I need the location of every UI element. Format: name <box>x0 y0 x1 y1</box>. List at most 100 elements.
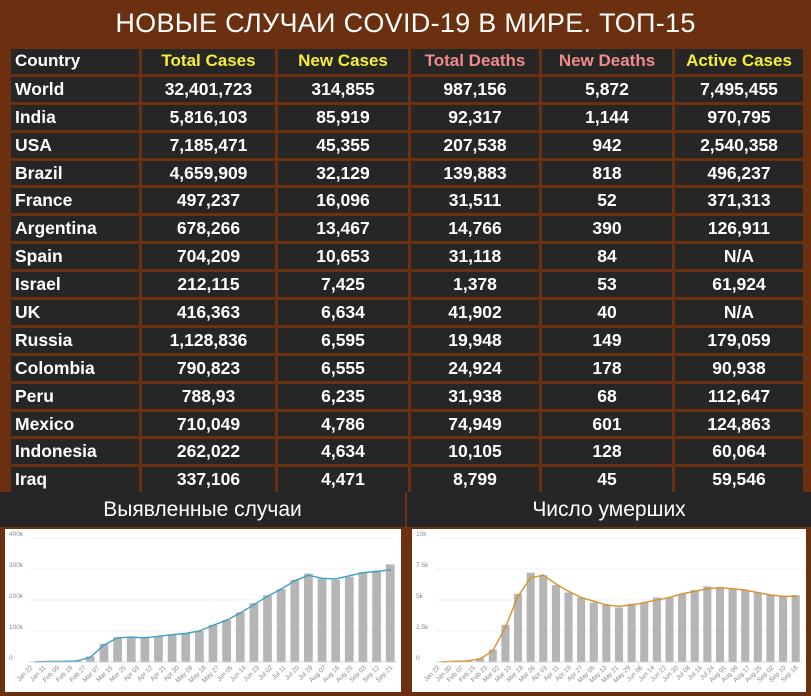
cell-active-cases: 61,924 <box>675 272 803 298</box>
cell-total-deaths: 139,883 <box>411 160 539 186</box>
cases-trend-point <box>266 595 269 598</box>
table-row: Mexico 710,049 4,786 74,949 601 124,863 <box>11 411 803 437</box>
deaths-y-tick-label: 0 <box>416 655 420 662</box>
cell-total-cases: 416,363 <box>142 300 275 325</box>
cell-active-cases: 2,540,358 <box>675 132 803 158</box>
cases-bar <box>140 637 150 662</box>
cell-total-deaths: 1,378 <box>411 272 539 298</box>
cell-total-cases: 32,401,723 <box>142 76 275 102</box>
cases-bar <box>208 624 218 662</box>
cases-bar <box>222 620 231 662</box>
deaths-trend-point <box>542 574 545 577</box>
cell-total-deaths: 31,938 <box>411 383 539 409</box>
deaths-trend-point <box>756 591 759 594</box>
cell-total-deaths: 8,799 <box>411 467 539 493</box>
cell-total-deaths: 24,924 <box>411 355 539 381</box>
deaths-trend-point <box>517 595 519 598</box>
cell-active-cases: 970,795 <box>675 104 803 130</box>
cases-bar <box>181 633 191 662</box>
cell-new-deaths: 53 <box>542 272 672 298</box>
deaths-bar <box>703 586 712 662</box>
deaths-trend-point <box>719 586 721 589</box>
deaths-trend-point <box>794 595 797 598</box>
cell-total-cases: 212,115 <box>142 272 275 298</box>
deaths-trend-point <box>706 587 709 590</box>
cell-new-deaths: 1,144 <box>542 104 672 130</box>
cases-bar <box>317 578 327 662</box>
cases-trend-point <box>212 624 214 627</box>
deaths-trend-point <box>668 596 671 599</box>
deaths-bar <box>564 592 573 662</box>
cell-active-cases: 112,647 <box>675 383 803 409</box>
table-row: France 497,237 16,096 31,511 52 371,313 <box>11 188 803 214</box>
deaths-bar <box>779 596 788 662</box>
cases-trend-point <box>130 636 133 639</box>
cases-trend-point <box>89 656 92 659</box>
cases-bar <box>290 579 300 662</box>
table-row: Israel 212,115 7,425 1,378 53 61,924 <box>11 272 803 298</box>
cases-chart-panel: 0 100k 200k 300k 400k Jan 22 Jan 31 Feb 09 Feb 1… <box>5 529 401 692</box>
table-row: UK 416,363 6,634 41,902 40 N/A <box>11 300 803 325</box>
cell-country: UK <box>11 300 139 325</box>
deaths-chart-title: Число умерших <box>407 492 811 527</box>
deaths-trend-point <box>491 649 494 652</box>
header-total-deaths: Total Deaths <box>411 49 539 74</box>
cell-country: India <box>11 104 139 130</box>
deaths-bar <box>728 588 737 662</box>
cell-total-cases: 7,185,471 <box>142 132 275 158</box>
cell-new-deaths: 942 <box>542 132 672 158</box>
cell-total-deaths: 31,511 <box>411 188 539 214</box>
deaths-bar <box>690 590 699 662</box>
deaths-trend-point <box>605 604 608 606</box>
cases-bar <box>331 579 341 662</box>
cases-bar <box>85 656 95 662</box>
cases-trend-point <box>389 569 392 571</box>
cases-bar <box>249 603 259 662</box>
table-row: Iraq 337,106 4,471 8,799 45 59,546 <box>11 467 803 493</box>
deaths-trend-point <box>643 601 646 604</box>
table-row: USA 7,185,471 45,355 207,538 942 2,540,358 <box>11 132 803 158</box>
cell-new-cases: 45,355 <box>278 132 408 158</box>
cases-bar <box>304 573 313 662</box>
cases-bar <box>235 612 245 662</box>
cell-total-cases: 262,022 <box>142 439 275 465</box>
cell-total-deaths: 31,118 <box>411 244 539 270</box>
cases-trend-point <box>252 603 255 606</box>
deaths-bar <box>753 592 762 662</box>
deaths-bar <box>678 593 687 662</box>
cell-new-cases: 10,653 <box>278 244 408 270</box>
cases-bar <box>195 631 204 662</box>
cell-country: Brazil <box>11 160 139 186</box>
cell-new-cases: 4,634 <box>278 439 408 465</box>
deaths-bar <box>741 590 750 662</box>
cell-country: Mexico <box>11 411 139 437</box>
cell-new-deaths: 5,872 <box>542 76 672 102</box>
covid-top15-table: Country Total Cases New Cases Total Deat… <box>8 46 806 495</box>
header-total-cases: Total Cases <box>142 49 275 74</box>
cases-bar <box>263 595 272 662</box>
cases-bar <box>167 634 177 662</box>
cell-total-cases: 337,106 <box>142 467 275 493</box>
deaths-trend-point <box>580 596 583 599</box>
deaths-chart-panel: 0 2.5k 5k 7.5k 10k Jan 22 Jan 30 Feb 07 Feb 15 Fe… <box>412 529 806 692</box>
cases-x-tick-label: Jul 02 <box>257 664 274 681</box>
table-row: Russia 1,128,836 6,595 19,948 149 179,059 <box>11 327 803 353</box>
deaths-bar <box>526 572 535 662</box>
deaths-bar <box>665 597 674 662</box>
deaths-trend-point <box>554 582 557 585</box>
deaths-trend-point <box>681 592 684 595</box>
deaths-y-tick-label: 10k <box>416 531 427 538</box>
cases-trend-point <box>157 635 160 638</box>
deaths-bar <box>640 602 649 662</box>
deaths-trend-point <box>567 590 570 593</box>
cell-new-deaths: 40 <box>542 300 672 325</box>
cell-total-deaths: 987,156 <box>411 76 539 102</box>
deaths-bar <box>614 607 624 662</box>
header-active-cases: Active Cases <box>675 49 803 74</box>
table-row: Peru 788,93 6,235 31,938 68 112,647 <box>11 383 803 409</box>
cell-new-cases: 16,096 <box>278 188 408 214</box>
cell-new-deaths: 149 <box>542 327 672 353</box>
cases-trend-point <box>171 633 174 636</box>
deaths-bar <box>602 604 611 662</box>
